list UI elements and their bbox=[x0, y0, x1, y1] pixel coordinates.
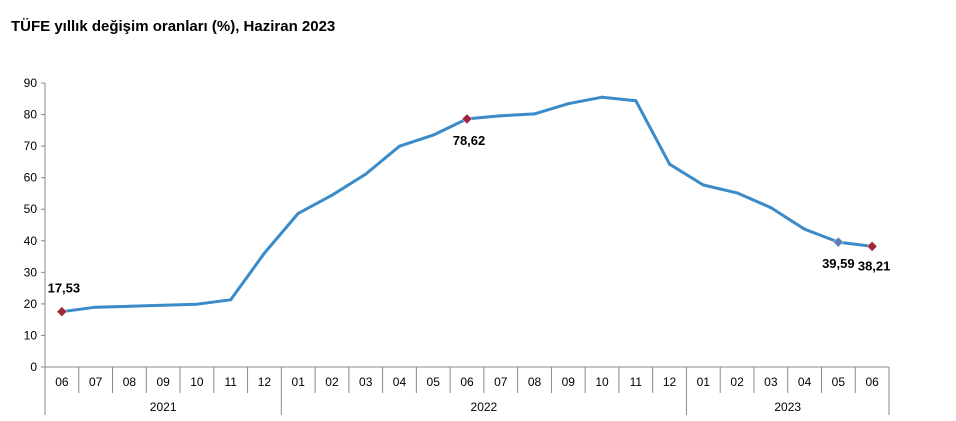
data-point bbox=[94, 305, 98, 309]
data-marker bbox=[866, 241, 878, 252]
data-marker bbox=[833, 236, 844, 248]
x-tick-label: 06 bbox=[865, 375, 879, 389]
x-tick-label: 02 bbox=[325, 375, 339, 389]
x-tick-label: 11 bbox=[630, 375, 643, 389]
year-label: 2023 bbox=[774, 400, 801, 414]
data-point bbox=[397, 144, 401, 148]
data-point bbox=[364, 172, 368, 176]
x-tick-label: 02 bbox=[730, 375, 744, 389]
x-tick-label: 12 bbox=[663, 375, 677, 389]
data-point bbox=[803, 227, 807, 231]
data-point bbox=[195, 302, 199, 306]
y-tick-label: 90 bbox=[24, 76, 38, 90]
chart-title: TÜFE yıllık değişim oranları (%), Hazira… bbox=[11, 18, 336, 35]
data-point bbox=[533, 112, 537, 116]
x-tick-label: 10 bbox=[595, 375, 609, 389]
x-tick-label: 03 bbox=[764, 375, 778, 389]
data-label: 17,53 bbox=[48, 281, 81, 296]
data-point bbox=[634, 99, 638, 103]
data-point bbox=[296, 211, 300, 215]
x-tick-label: 04 bbox=[798, 375, 812, 389]
data-marker bbox=[461, 113, 473, 125]
data-point bbox=[735, 191, 739, 195]
y-tick-label: 70 bbox=[24, 139, 38, 153]
x-tick-label: 06 bbox=[55, 375, 69, 389]
data-point bbox=[499, 114, 503, 118]
data-point bbox=[668, 162, 672, 166]
year-label: 2022 bbox=[471, 400, 498, 414]
x-tick-label: 01 bbox=[697, 375, 711, 389]
x-tick-label: 11 bbox=[224, 375, 237, 389]
x-tick-label: 07 bbox=[89, 375, 103, 389]
y-tick-label: 50 bbox=[24, 202, 38, 216]
y-tick-label: 40 bbox=[24, 234, 38, 248]
data-point bbox=[127, 304, 131, 308]
data-marker bbox=[56, 306, 68, 318]
x-tick-label: 04 bbox=[393, 375, 407, 389]
data-label: 78,62 bbox=[453, 133, 486, 148]
x-tick-label: 05 bbox=[832, 375, 846, 389]
data-point bbox=[262, 251, 266, 255]
y-tick-label: 60 bbox=[24, 171, 38, 185]
x-tick-label: 08 bbox=[123, 375, 137, 389]
data-label: 38,21 bbox=[858, 258, 891, 273]
x-tick-label: 01 bbox=[292, 375, 306, 389]
y-tick-label: 10 bbox=[24, 328, 38, 342]
x-tick-label: 12 bbox=[258, 375, 272, 389]
x-tick-label: 08 bbox=[528, 375, 542, 389]
x-tick-label: 07 bbox=[494, 375, 508, 389]
data-point bbox=[229, 298, 233, 302]
y-tick-label: 30 bbox=[24, 265, 38, 279]
data-point bbox=[701, 183, 705, 187]
series-line bbox=[60, 95, 874, 314]
x-tick-label: 05 bbox=[427, 375, 441, 389]
data-point bbox=[566, 102, 570, 106]
data-point bbox=[769, 206, 773, 210]
y-tick-label: 0 bbox=[30, 360, 37, 374]
year-label: 2021 bbox=[150, 400, 177, 414]
data-point bbox=[330, 193, 334, 197]
x-tick-label: 06 bbox=[460, 375, 474, 389]
x-tick-label: 09 bbox=[156, 375, 170, 389]
data-point bbox=[431, 133, 435, 137]
y-tick-label: 20 bbox=[24, 297, 38, 311]
data-label: 39,59 bbox=[822, 256, 855, 271]
data-point bbox=[161, 303, 165, 307]
y-tick-label: 80 bbox=[24, 108, 38, 122]
x-tick-label: 03 bbox=[359, 375, 373, 389]
x-tick-label: 10 bbox=[190, 375, 204, 389]
data-point bbox=[600, 95, 604, 99]
x-tick-label: 09 bbox=[562, 375, 576, 389]
